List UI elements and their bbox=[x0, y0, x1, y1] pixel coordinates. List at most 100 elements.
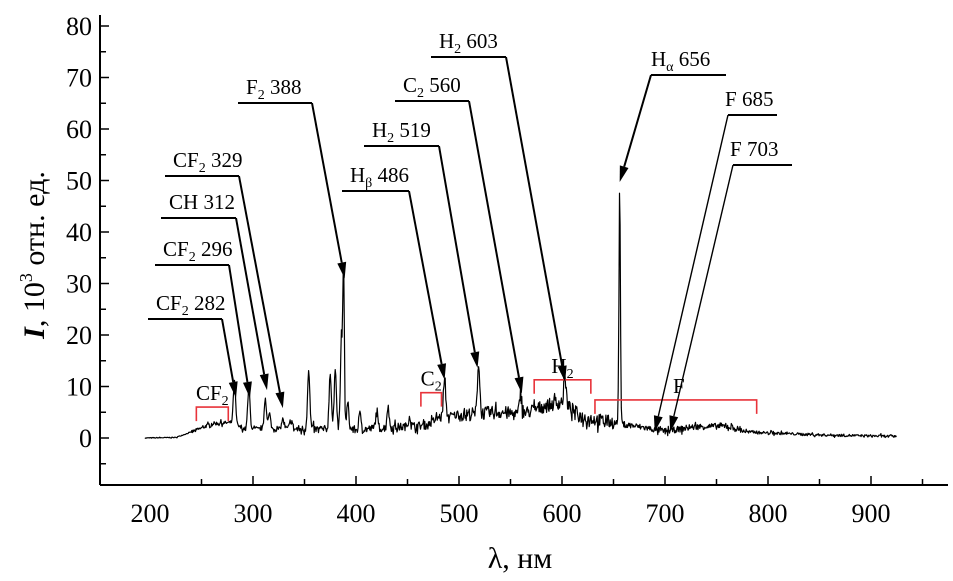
label-species: F bbox=[730, 137, 742, 161]
annotation-label: H2 519 bbox=[372, 118, 431, 146]
label-wavelength: 329 bbox=[206, 148, 243, 172]
band-species: C bbox=[421, 367, 435, 391]
arrow-head-icon bbox=[275, 391, 285, 409]
x-tick-label: 200 bbox=[131, 499, 170, 528]
label-species: C bbox=[403, 73, 417, 97]
label-wavelength: 603 bbox=[461, 29, 498, 53]
leader-line bbox=[238, 175, 281, 393]
x-tick-label: 600 bbox=[543, 499, 582, 528]
band-bracket bbox=[594, 399, 758, 414]
annotation-label: CH 312 bbox=[169, 190, 235, 214]
arrow-head-icon bbox=[437, 363, 447, 380]
y-tick-label: 70 bbox=[66, 64, 92, 93]
band-bracket bbox=[195, 406, 230, 422]
band-subscript: 2 bbox=[435, 380, 442, 395]
y-tick-label: 20 bbox=[66, 321, 92, 350]
arrow-head-icon bbox=[653, 415, 663, 432]
annotation-ch-312: CH 312 bbox=[161, 190, 269, 391]
arrow-head-icon bbox=[557, 365, 567, 382]
label-wavelength: 703 bbox=[742, 137, 779, 161]
annotation-label: F 685 bbox=[725, 87, 773, 111]
label-species: F bbox=[725, 87, 737, 111]
annotation-f-685: F 685 bbox=[653, 87, 777, 432]
label-subscript: β bbox=[365, 176, 372, 191]
band-label: C2 bbox=[421, 367, 442, 395]
annotation-label: F2 388 bbox=[246, 75, 301, 103]
band-bracket bbox=[420, 391, 443, 407]
leader-line bbox=[623, 74, 652, 167]
annotation-f-703: F 703 bbox=[669, 137, 792, 432]
annotation-label: CF2 282 bbox=[156, 291, 225, 319]
label-subscript: 2 bbox=[417, 86, 424, 101]
y-axis-units: отн. ед. bbox=[18, 171, 51, 273]
arrow-head-icon bbox=[619, 165, 629, 183]
band-label: CF2 bbox=[196, 381, 229, 409]
ticks: 0 10 20 30 40 50 60 70 80 200 300 400 500 600 700 800 90… bbox=[66, 12, 924, 528]
annotation-cf2-296: CF2 296 bbox=[155, 237, 252, 398]
band-subscript: 2 bbox=[567, 367, 574, 382]
y-axis-title: I, 103 отн. ед. bbox=[16, 171, 51, 340]
label-species: H bbox=[372, 118, 387, 142]
annotation-f2-388: F2 388 bbox=[238, 75, 347, 279]
leader-line bbox=[657, 114, 729, 417]
x-tick-label: 400 bbox=[337, 499, 376, 528]
leader-line bbox=[468, 100, 520, 378]
band-c2: C2 bbox=[420, 367, 443, 407]
leader-line bbox=[438, 145, 476, 353]
y-axis-unit-base: , 10 bbox=[18, 282, 51, 327]
label-wavelength: 296 bbox=[196, 237, 233, 261]
annotation-cf2-329: CF2 329 bbox=[165, 148, 285, 409]
annotation-c2-560: C2 560 bbox=[395, 73, 524, 394]
label-wavelength: 685 bbox=[737, 87, 774, 111]
leader-line bbox=[408, 190, 443, 365]
label-species: F bbox=[246, 75, 258, 99]
x-tick-label: 300 bbox=[234, 499, 273, 528]
x-tick-label: 700 bbox=[646, 499, 685, 528]
annotation-hα-656: Hα 656 bbox=[619, 47, 726, 183]
label-species: H bbox=[350, 163, 365, 187]
annotation-label: H2 603 bbox=[439, 29, 498, 57]
y-tick-label: 50 bbox=[66, 167, 92, 196]
axes bbox=[99, 15, 948, 486]
annotation-hβ-486: Hβ 486 bbox=[342, 163, 447, 380]
arrow-head-icon bbox=[514, 376, 524, 394]
label-wavelength: 282 bbox=[189, 291, 226, 315]
label-subscript: α bbox=[666, 60, 674, 75]
arrow-head-icon bbox=[669, 415, 679, 432]
leader-line bbox=[505, 56, 564, 367]
band-cf2: CF2 bbox=[195, 381, 230, 422]
label-wavelength: 519 bbox=[394, 118, 431, 142]
band-subscript: 2 bbox=[222, 394, 229, 409]
label-wavelength: 656 bbox=[674, 47, 711, 71]
y-tick-label: 40 bbox=[66, 218, 92, 247]
band-bracket bbox=[533, 379, 592, 394]
label-species: H bbox=[439, 29, 454, 53]
spectrum-line bbox=[144, 192, 897, 439]
label-species: CH bbox=[169, 190, 198, 214]
annotation-h2-603: H2 603 bbox=[431, 29, 567, 382]
band-species: CF bbox=[196, 381, 222, 405]
y-tick-label: 10 bbox=[66, 373, 92, 402]
arrow-head-icon bbox=[228, 381, 238, 398]
label-wavelength: 560 bbox=[424, 73, 461, 97]
label-species: CF bbox=[163, 237, 189, 261]
annotation-label: CF2 296 bbox=[163, 237, 232, 265]
annotation-label: Hβ 486 bbox=[350, 163, 409, 191]
x-tick-label: 900 bbox=[852, 499, 891, 528]
band-f: F bbox=[594, 374, 758, 414]
band-label: F bbox=[673, 374, 685, 398]
annotation-label: F 703 bbox=[730, 137, 778, 161]
x-tick-label: 500 bbox=[440, 499, 479, 528]
y-tick-label: 30 bbox=[66, 270, 92, 299]
x-axis-title: λ, нм bbox=[488, 542, 553, 575]
label-species: CF bbox=[156, 291, 182, 315]
arrow-head-icon bbox=[242, 381, 252, 398]
arrow-head-icon bbox=[470, 351, 480, 368]
label-wavelength: 388 bbox=[265, 75, 302, 99]
y-axis-symbol: I bbox=[18, 326, 51, 340]
annotation-h2-519: H2 519 bbox=[364, 118, 480, 368]
label-subscript: 2 bbox=[199, 161, 206, 176]
y-axis-unit-exp: 3 bbox=[16, 273, 36, 282]
leader-line bbox=[311, 102, 343, 263]
